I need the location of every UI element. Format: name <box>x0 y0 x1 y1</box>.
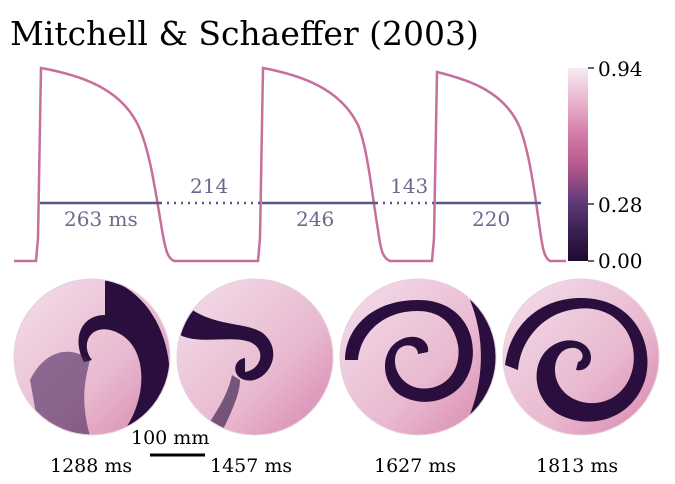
spiral-snapshot-1 <box>14 279 170 435</box>
apd-label-3: 220 <box>472 207 510 231</box>
snapshot-time-2: 1457 ms <box>210 455 292 477</box>
colorbar: 0.94 0.28 0.00 <box>568 57 643 273</box>
di-label-1: 214 <box>190 174 228 198</box>
scale-bar-label: 100 mm <box>131 427 209 449</box>
colorbar-tick-threshold: 0.28 <box>598 193 643 217</box>
snapshot-time-4: 1813 ms <box>536 455 618 477</box>
apd-label-1: 263 ms <box>64 207 138 231</box>
snapshot-time-3: 1627 ms <box>374 455 456 477</box>
spiral-snapshot-4 <box>503 279 659 435</box>
action-potential-trace <box>14 66 566 263</box>
colorbar-gradient <box>568 68 588 261</box>
apd-label-2: 246 <box>296 207 334 231</box>
spiral-snapshot-2 <box>177 279 333 435</box>
snapshot-time-1: 1288 ms <box>50 455 132 477</box>
scale-bar: 100 mm <box>131 427 209 457</box>
spiral-snapshot-3 <box>340 279 496 435</box>
figure-title: Mitchell & Schaeffer (2003) <box>10 14 479 53</box>
colorbar-tick-min: 0.00 <box>598 249 643 273</box>
colorbar-tick-max: 0.94 <box>598 57 643 81</box>
di-label-2: 143 <box>390 174 428 198</box>
